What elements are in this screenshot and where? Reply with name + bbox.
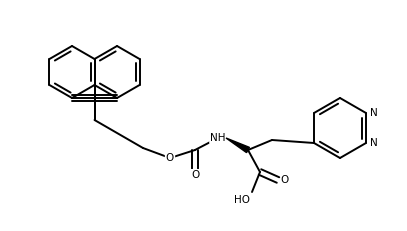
Text: O: O [191,170,199,180]
Text: O: O [166,153,174,163]
Text: NH: NH [210,133,226,143]
Text: N: N [370,138,378,148]
Text: O: O [280,175,288,185]
Text: HO: HO [234,195,250,205]
Text: N: N [370,108,378,118]
Polygon shape [226,138,249,153]
